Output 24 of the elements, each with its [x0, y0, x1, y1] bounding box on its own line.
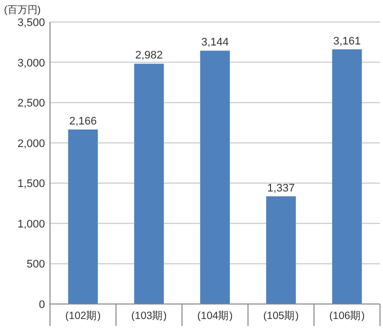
data-label: 1,337 — [267, 182, 295, 194]
data-label: 2,982 — [135, 50, 163, 62]
y-tick-label: 3,000 — [17, 57, 45, 70]
y-tick-label: 2,000 — [17, 138, 45, 150]
y-tick-label: 2,500 — [17, 98, 45, 110]
bar — [332, 49, 362, 304]
data-label: 3,161 — [333, 35, 361, 48]
x-tick-label: (103期) — [131, 310, 167, 322]
y-axis-title: (百万円) — [4, 5, 41, 16]
y-tick-label: 500 — [26, 258, 45, 271]
y-tick-label: 3,500 — [17, 17, 45, 29]
x-tick-label: (105期) — [263, 310, 299, 322]
x-tick-label: (104期) — [197, 310, 233, 322]
x-tick-label: (102期) — [65, 310, 101, 322]
bar — [266, 196, 296, 304]
y-tick-label: 1,000 — [17, 218, 45, 230]
bar — [134, 64, 164, 304]
data-label: 3,144 — [201, 36, 229, 49]
x-tick-label: (106期) — [329, 310, 365, 322]
bar — [200, 50, 230, 304]
bar — [68, 129, 98, 304]
data-label: 2,166 — [69, 115, 97, 128]
y-tick-label: 0 — [38, 299, 45, 311]
y-tick-label: 1,500 — [17, 178, 45, 190]
